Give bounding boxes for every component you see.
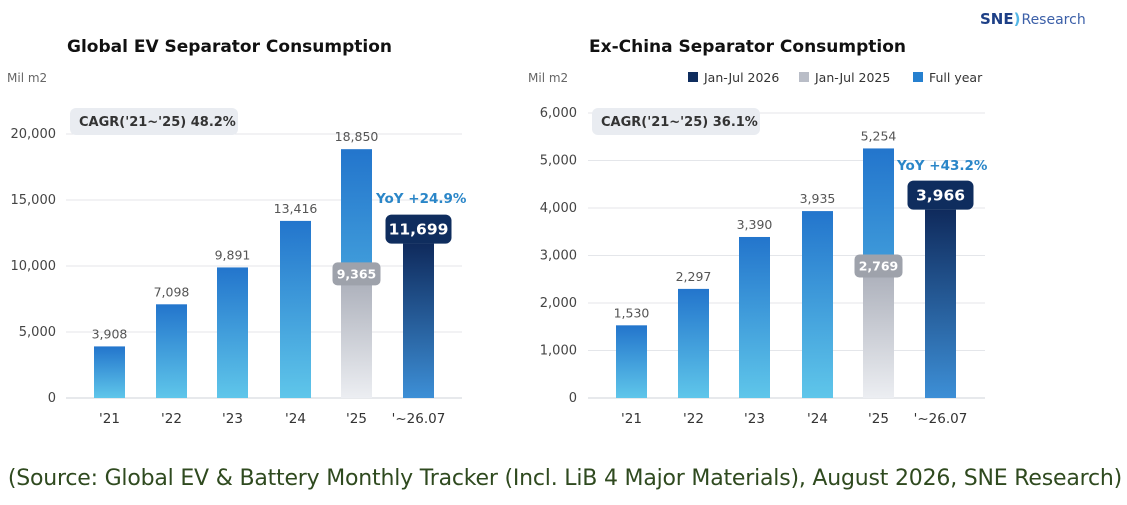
chart1-badge-jan-jul-2025 xyxy=(332,262,381,286)
chart2-cagr-pill xyxy=(592,108,760,135)
chart1-y-tick-label: 10,000 xyxy=(11,259,57,274)
chart1-x-tick-label: '21 xyxy=(99,411,120,427)
chart1-bar-jan-jul-2026 xyxy=(403,243,434,398)
chart2-x-tick-label: '21 xyxy=(621,411,642,427)
chart2-x-tick-label: '25 xyxy=(868,411,889,427)
chart2-bar-full-year xyxy=(616,325,647,398)
chart2-badge-jan-jul-2025 xyxy=(854,254,903,278)
chart1-cagr-label: CAGR('21~'25) 48.2% xyxy=(79,115,236,130)
chart2-badge-jan-jul-2026 xyxy=(907,180,974,210)
chart1-badge-jan-jul-2026 xyxy=(385,214,452,244)
legend-label: Jan-Jul 2025 xyxy=(814,70,890,85)
chart2-value-label: 2,297 xyxy=(676,269,712,284)
legend-swatch xyxy=(688,72,698,82)
chart2-bar-jan-jul-2026 xyxy=(925,209,956,398)
chart2-badge-jan-jul-2026-label: 3,966 xyxy=(916,187,965,205)
chart1-value-label: 18,850 xyxy=(335,129,379,144)
chart1-x-tick-label: '~26.07 xyxy=(392,411,446,427)
chart2-y-tick-label: 0 xyxy=(569,391,577,406)
chart1-value-label: 13,416 xyxy=(274,201,318,216)
chart1-y-tick-label: 20,000 xyxy=(11,127,57,142)
legend-swatch xyxy=(799,72,809,82)
chart2-y-tick-label: 2,000 xyxy=(540,296,577,311)
chart1-y-axis-unit: Mil m2 xyxy=(7,71,47,85)
chart1-value-label: 9,891 xyxy=(215,247,251,262)
chart2-bar-full-year xyxy=(678,288,709,398)
chart1-y-tick-label: 0 xyxy=(48,391,56,406)
chart2-value-label: 1,530 xyxy=(614,305,650,320)
chart1-bar-full-year xyxy=(94,346,125,398)
source-note: (Source: Global EV & Battery Monthly Tra… xyxy=(7,466,1122,491)
sne-research-logo: SNE)Research xyxy=(980,9,1086,28)
chart1-x-tick-label: '22 xyxy=(161,411,182,427)
chart1-y-tick-label: 5,000 xyxy=(19,325,56,340)
chart1-value-label: 7,098 xyxy=(154,284,190,299)
chart1-x-tick-label: '24 xyxy=(285,411,306,427)
chart2-bar-jan-jul-2025 xyxy=(863,266,894,398)
logo-suffix: Research xyxy=(1021,12,1086,28)
chart1-bar-jan-jul-2025 xyxy=(341,274,372,398)
chart2-y-tick-label: 6,000 xyxy=(540,106,577,121)
legend-swatch xyxy=(913,72,923,82)
chart1-bar-full-year xyxy=(156,304,187,398)
chart2-x-tick-label: '~26.07 xyxy=(914,411,968,427)
chart2-x-tick-label: '23 xyxy=(744,411,765,427)
chart2-bar-full-year xyxy=(739,236,770,398)
legend-label: Full year xyxy=(929,70,983,85)
chart1-yoy-label: YoY +24.9% xyxy=(375,191,467,207)
chart1-y-tick-label: 15,000 xyxy=(11,193,57,208)
chart1-badge-jan-jul-2026-label: 11,699 xyxy=(389,221,449,239)
chart1-x-tick-label: '23 xyxy=(222,411,243,427)
chart1-bar-full-year xyxy=(280,220,311,398)
chart2-yoy-label: YoY +43.2% xyxy=(896,158,988,174)
chart2-badge-jan-jul-2025-label: 2,769 xyxy=(859,258,899,273)
chart2-cagr-label: CAGR('21~'25) 36.1% xyxy=(601,115,758,130)
chart2-y-tick-label: 1,000 xyxy=(540,344,577,359)
chart2-value-label: 5,254 xyxy=(861,128,897,143)
chart2-y-tick-label: 5,000 xyxy=(540,154,577,169)
chart2-x-tick-label: '22 xyxy=(683,411,704,427)
chart1-x-tick-label: '25 xyxy=(346,411,367,427)
chart1-badge-jan-jul-2025-label: 9,365 xyxy=(337,266,377,281)
chart2-title: Ex-China Separator Consumption xyxy=(589,37,906,57)
chart2-y-tick-label: 3,000 xyxy=(540,249,577,264)
chart2-y-axis-unit: Mil m2 xyxy=(528,71,568,85)
logo-swoosh-icon: ) xyxy=(1013,10,1021,28)
chart2-value-label: 3,390 xyxy=(737,217,773,232)
chart1-title: Global EV Separator Consumption xyxy=(67,37,392,57)
logo-brand: SNE xyxy=(980,10,1014,28)
chart2-value-label: 3,935 xyxy=(800,191,836,206)
legend-label: Jan-Jul 2026 xyxy=(703,70,779,85)
chart2-x-tick-label: '24 xyxy=(807,411,828,427)
chart2-y-tick-label: 4,000 xyxy=(540,201,577,216)
chart1-value-label: 3,908 xyxy=(92,326,128,341)
chart1-bar-full-year xyxy=(217,267,248,398)
chart2-bar-full-year xyxy=(802,211,833,398)
chart1-cagr-pill xyxy=(70,108,238,135)
